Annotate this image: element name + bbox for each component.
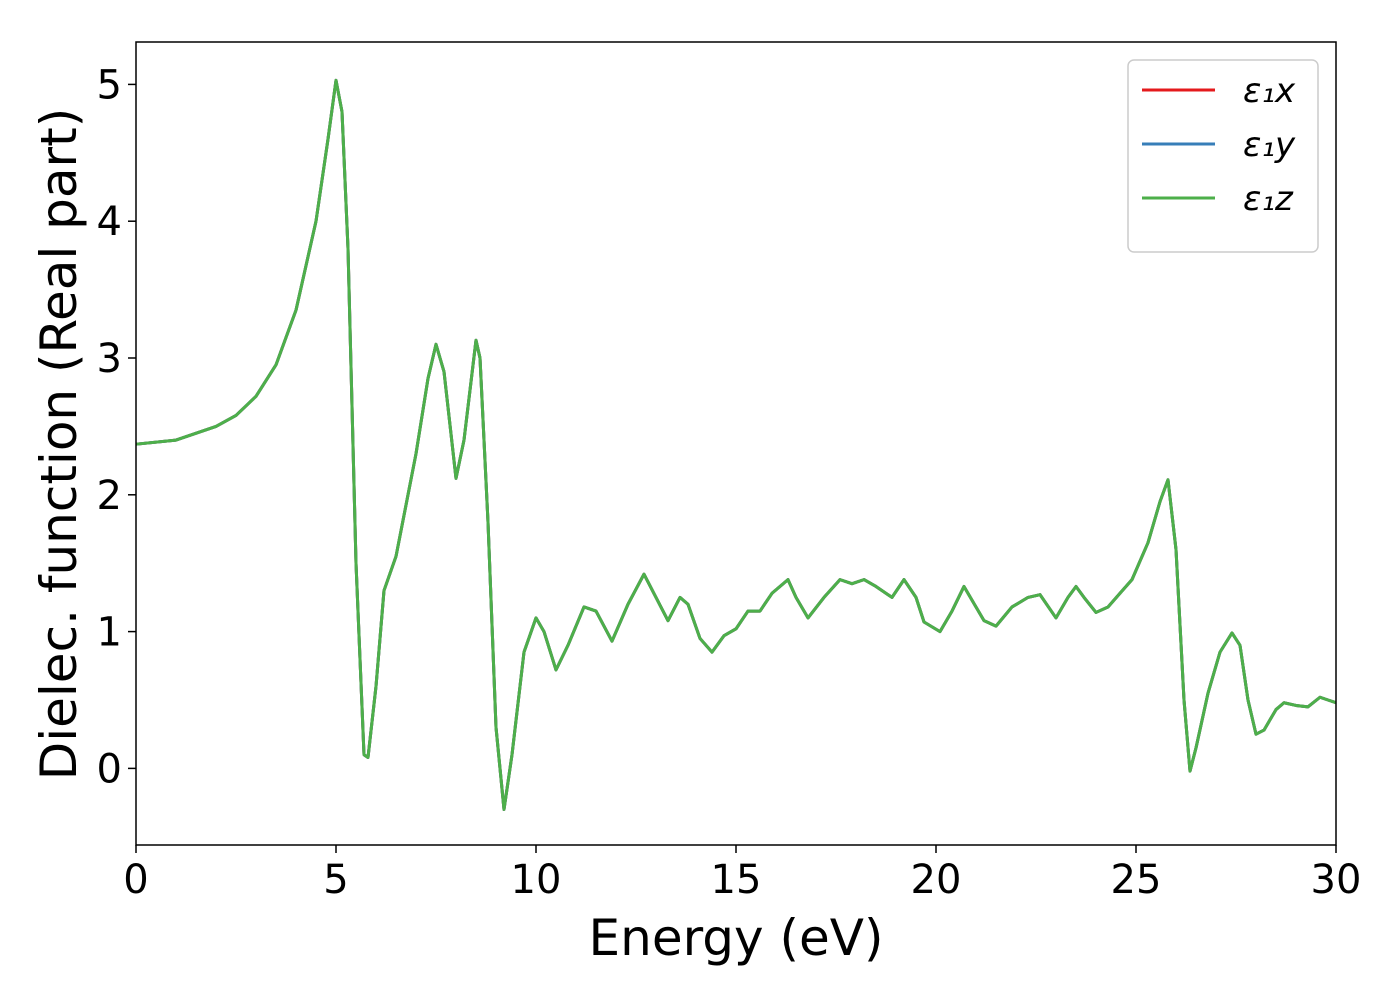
y-axis-label: Dielec. function (Real part) <box>30 108 88 780</box>
x-tick-label: 15 <box>711 857 762 903</box>
y-tick-label: 1 <box>97 610 122 656</box>
legend-label: ε₁z <box>1243 179 1294 219</box>
y-tick-label: 4 <box>97 199 122 245</box>
x-tick-label: 25 <box>1111 857 1162 903</box>
y-tick-label: 5 <box>97 62 122 108</box>
legend-label: ε₁x <box>1243 71 1296 111</box>
x-tick-label: 20 <box>911 857 962 903</box>
series-line <box>135 78 1337 811</box>
legend-box <box>1127 59 1319 253</box>
x-tick-label: 10 <box>511 857 562 903</box>
y-tick-label: 0 <box>97 746 122 792</box>
x-tick-label: 0 <box>123 857 148 903</box>
y-tick-label: 3 <box>97 336 122 382</box>
x-tick-label: 5 <box>323 857 348 903</box>
x-tick-label: 30 <box>1311 857 1362 903</box>
plot-frame <box>135 41 1337 846</box>
y-tick-label: 2 <box>97 473 122 519</box>
x-axis-label: Energy (eV) <box>589 909 884 967</box>
legend-label: ε₁y <box>1243 125 1296 165</box>
